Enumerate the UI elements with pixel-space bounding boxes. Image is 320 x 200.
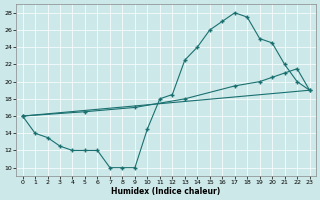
X-axis label: Humidex (Indice chaleur): Humidex (Indice chaleur) — [111, 187, 221, 196]
